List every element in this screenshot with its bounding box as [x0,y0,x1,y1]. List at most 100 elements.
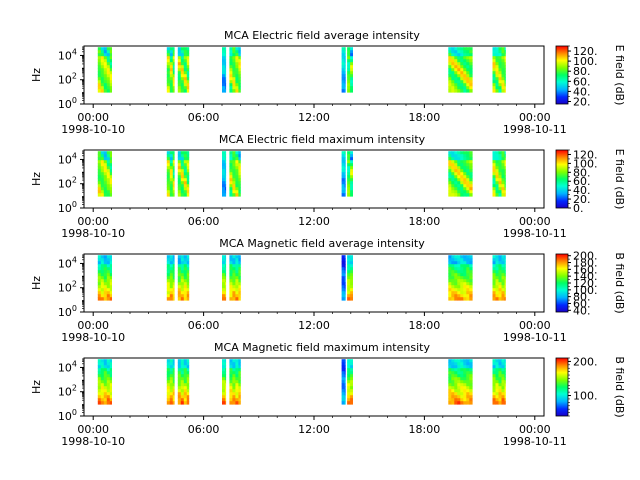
spectrogram-cell [229,157,233,161]
spectrogram-cell [109,273,112,277]
spectrogram-cell [469,398,473,402]
spectrogram-cell [451,193,455,197]
spectrogram-cell [466,163,470,167]
spectrogram-cell [169,190,174,194]
spectrogram-cell [504,365,506,369]
spectrogram-cell [166,380,171,384]
spectrogram-cell [466,89,470,93]
spectrogram-cell [451,294,455,298]
spectrogram-cell [169,273,174,277]
spectrogram-cell [97,181,102,185]
spectrogram-cell [222,166,226,170]
spectrogram-cell [501,74,505,78]
spectrogram-cell [341,261,345,265]
spectrogram-cell [498,380,502,384]
x-date-label-start: 1998-10-10 [61,123,125,136]
spectrogram-cell [492,181,496,185]
spectrogram-cell [103,157,108,161]
spectrogram-cell [501,261,505,265]
spectrogram-cell [183,59,188,63]
spectrogram-cell [498,80,502,84]
spectrogram-cell [460,89,464,93]
spectrogram-cell [504,74,506,78]
spectrogram-cell [341,86,345,90]
y-tick-label: 102 [58,176,77,191]
spectrogram-cell [229,53,233,57]
spectrogram-cell [466,187,470,191]
spectrogram-cell [501,282,505,286]
spectrogram-cell [100,50,105,54]
spectrogram-cell [177,59,182,63]
spectrogram-cell [448,193,452,197]
spectrogram-cell [225,255,227,259]
spectrogram-cell [492,371,496,375]
spectrogram-cell [451,267,455,271]
spectrogram-cell [183,193,188,197]
spectrogram-cell [180,187,185,191]
spectrogram-cell [172,80,175,84]
spectrogram-cell [460,371,464,375]
spectrogram-cell [97,374,102,378]
spectrogram-cell [495,151,499,155]
spectrogram-cell [97,285,102,289]
spectrogram-cell [492,184,496,188]
spectrogram-cell [344,178,346,182]
spectrogram-cell [225,86,227,90]
spectrogram-cell [229,59,233,63]
spectrogram-cell [350,71,353,75]
spectrogram-cell [186,62,190,66]
spectrogram-cell [466,50,470,54]
spectrogram-cell [97,68,102,72]
spectrogram-cell [97,380,102,384]
spectrogram-cell [495,392,499,396]
spectrogram-cell [454,398,458,402]
spectrogram-cell [229,175,233,179]
spectrogram-cell [106,160,111,164]
spectrogram-cell [238,282,241,286]
spectrogram-cell [109,255,112,259]
spectrogram-cell [169,377,174,381]
spectrogram-cell [341,166,345,170]
spectrogram-cell [109,80,112,84]
spectrogram-cell [504,62,506,66]
spectrogram-cell [232,276,236,280]
x-tick-label: 06:00 [188,319,220,332]
spectrogram-cell [177,270,182,274]
spectrogram-cell [344,74,346,78]
spectrogram-cell [109,371,112,375]
spectrogram-cell [492,395,496,399]
spectrogram-cell [103,270,108,274]
spectrogram-cell [186,89,190,93]
spectrogram-cell [451,172,455,176]
spectrogram-cell [106,270,111,274]
spectrogram-cell [504,47,506,51]
spectrogram-cell [169,258,174,262]
spectrogram-cell [177,380,182,384]
spectrogram-cell [109,267,112,271]
spectrogram-cell [186,291,190,295]
spectrogram-cell [350,190,353,194]
spectrogram-cell [501,365,505,369]
spectrogram-cell [344,386,346,390]
spectrogram-cell [498,71,502,75]
spectrogram-cell [454,291,458,295]
spectrogram-cell [186,50,190,54]
spectrogram-cell [460,157,464,161]
spectrogram-cell [225,169,227,173]
spectrogram-cell [183,276,188,280]
spectrogram-cell [100,288,105,292]
spectrogram-cell [229,270,233,274]
spectrogram-cell [463,267,467,271]
spectrogram-cell [469,371,473,375]
spectrogram-cell [180,190,185,194]
spectrogram-cell [180,151,185,155]
spectrogram-cell [460,151,464,155]
x-date-label-end: 1998-10-11 [503,227,567,240]
spectrogram-cell [169,288,174,292]
spectrogram-cell [457,187,461,191]
spectrogram-cell [169,163,174,167]
spectrogram-cell [498,297,502,301]
spectrogram-cell [172,294,175,298]
spectrogram-cell [183,279,188,283]
spectrogram-cell [469,74,473,78]
